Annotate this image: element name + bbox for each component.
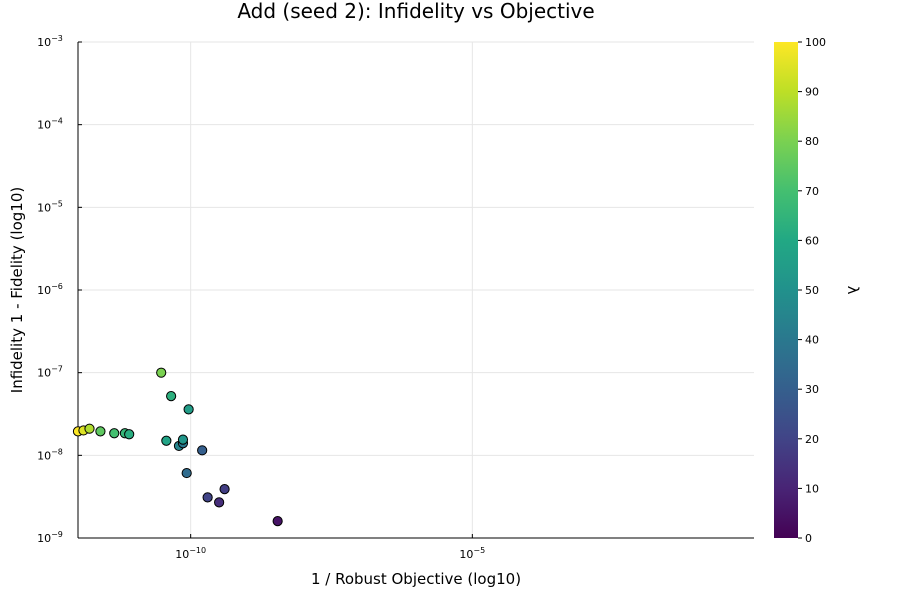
y-tick-label: 10−3 <box>37 34 63 49</box>
scatter-point <box>124 429 135 440</box>
scatter-point <box>214 497 225 508</box>
colorbar: 0 10 20 30 40 50 60 70 80 90 100 <box>774 36 826 545</box>
scatter-point <box>161 435 172 446</box>
scatter-point <box>202 492 213 503</box>
colorbar-tick-label: 90 <box>805 86 819 99</box>
y-tick-label: 10−7 <box>37 365 63 380</box>
colorbar-tick-label: 80 <box>805 135 819 148</box>
y-tick-label: 10−5 <box>37 199 63 214</box>
colorbar-tick-label: 40 <box>805 334 819 347</box>
scatter-point <box>177 434 189 445</box>
colorbar-gradient <box>774 42 798 538</box>
y-tick-label: 10−6 <box>37 282 63 297</box>
scatter-point <box>183 404 194 415</box>
colorbar-tick-label: 10 <box>805 482 819 495</box>
scatter-point <box>84 423 95 434</box>
colorbar-tick-label: 30 <box>805 383 819 396</box>
scatter-point <box>166 391 177 402</box>
y-tick-label: 10−8 <box>37 447 63 462</box>
x-tick-label: 10−10 <box>175 546 206 561</box>
axes: 10−10 10−5 10−9 10−8 10−7 10−6 10−5 10−4 10−3 <box>37 34 754 561</box>
colorbar-label: λ <box>844 286 862 295</box>
scatter-point <box>95 426 106 437</box>
colorbar-tick-label: 0 <box>805 532 812 545</box>
colorbar-tick-label: 50 <box>805 284 819 297</box>
scatter-point <box>272 516 283 527</box>
scatter-point <box>156 367 167 378</box>
scatter-point <box>181 467 192 479</box>
y-tick-label: 10−9 <box>37 530 63 545</box>
scatter-point <box>109 428 120 439</box>
x-axis-label: 1 / Robust Objective (log10) <box>311 570 521 588</box>
scatter-point <box>197 445 208 456</box>
scatter-points <box>72 367 283 527</box>
y-tick-label: 10−4 <box>37 117 63 132</box>
grid <box>78 41 754 539</box>
colorbar-tick-label: 100 <box>805 36 826 49</box>
y-axis-label: Infidelity 1 - Fidelity (log10) <box>8 187 26 393</box>
colorbar-tick-label: 60 <box>805 234 819 247</box>
colorbar-tick-label: 20 <box>805 433 819 446</box>
x-tick-label: 10−5 <box>459 546 485 561</box>
chart-title: Add (seed 2): Infidelity vs Objective <box>237 0 594 23</box>
colorbar-tick-label: 70 <box>805 185 819 198</box>
scatter-point <box>219 484 230 495</box>
